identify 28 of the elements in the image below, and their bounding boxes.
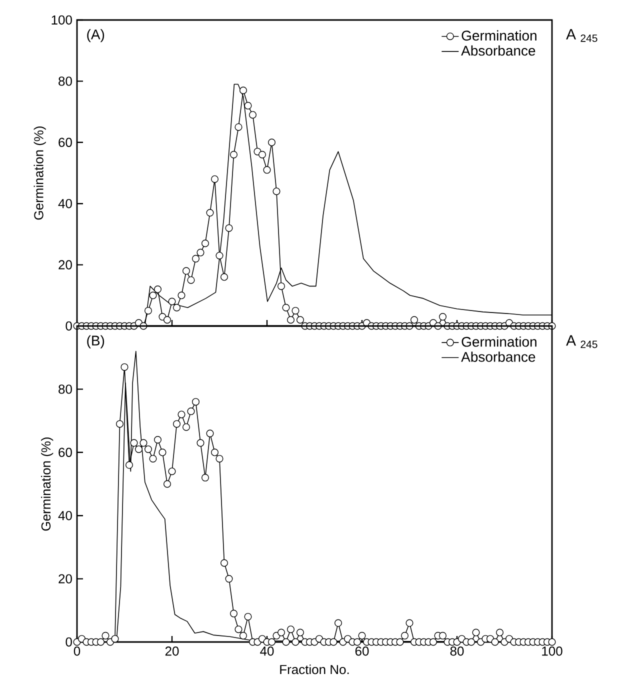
annotation: (A) <box>87 29 104 42</box>
y-tick-label: 80 <box>58 384 72 394</box>
x-tick-label: 80 <box>450 646 464 656</box>
y-tick-label: 0 <box>66 637 72 647</box>
y-tick-label: 80 <box>58 76 72 86</box>
annotation: (B) <box>87 335 104 348</box>
y2-axis-title: A $_{245}$ <box>566 29 598 42</box>
x-tick-label: 40 <box>260 646 274 656</box>
y-axis-title: Germination (%) <box>41 438 54 531</box>
y-tick-label: 40 <box>58 510 72 520</box>
y-tick-label: 40 <box>58 198 72 208</box>
legend-label: Absorbance <box>461 352 536 362</box>
legend-label: Germination <box>462 336 536 347</box>
x-axis-title: Fraction No. <box>280 664 349 674</box>
x-tick-label: 20 <box>165 646 179 656</box>
y-tick-label: 20 <box>58 574 72 584</box>
y-tick-label: 100 <box>52 15 72 25</box>
y-tick-label: 60 <box>58 138 72 147</box>
legend-label: Germination <box>462 30 536 41</box>
x-tick-label: 0 <box>74 646 80 656</box>
y-tick-label: 60 <box>58 448 72 457</box>
y2-axis-title: A $_{245}$ <box>566 335 598 348</box>
y-axis-title: Germination (%) <box>34 126 46 220</box>
y-tick-label: 20 <box>58 260 72 270</box>
y-tick-label: 0 <box>66 321 72 331</box>
x-tick-label: 60 <box>355 646 369 656</box>
legend-label: Absorbance <box>461 45 536 56</box>
x-tick-label: 100 <box>542 646 562 656</box>
